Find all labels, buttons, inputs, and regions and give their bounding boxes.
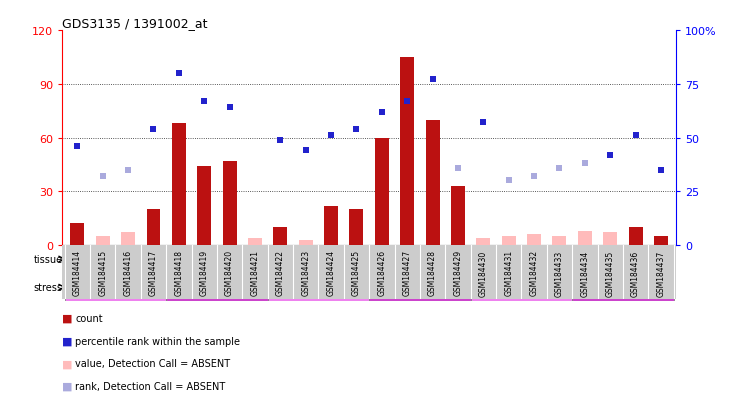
Text: GSM184433: GSM184433 [555, 249, 564, 296]
Bar [553, 236, 567, 245]
Text: white adipose tissue: white adipose tissue [316, 254, 423, 264]
Bar [70, 224, 84, 245]
Text: control: control [97, 282, 134, 292]
Text: tissue: tissue [34, 254, 63, 264]
Bar [273, 228, 287, 245]
Bar [172, 124, 186, 245]
Text: GSM184427: GSM184427 [403, 249, 412, 296]
Bar [572, 273, 674, 301]
Bar [527, 235, 541, 245]
Text: GDS3135 / 1391002_at: GDS3135 / 1391002_at [62, 17, 208, 30]
Text: stress: stress [34, 282, 63, 292]
Text: GSM184422: GSM184422 [276, 249, 285, 296]
Text: GSM184415: GSM184415 [98, 249, 107, 296]
Text: GSM184430: GSM184430 [479, 249, 488, 296]
Bar [471, 273, 572, 301]
Text: GSM184437: GSM184437 [656, 249, 665, 296]
Text: ■: ■ [62, 313, 72, 323]
Text: control: control [300, 282, 336, 292]
Bar [501, 236, 515, 245]
Text: GSM184421: GSM184421 [251, 249, 260, 296]
Text: rank, Detection Call = ABSENT: rank, Detection Call = ABSENT [75, 381, 226, 391]
Text: GSM184436: GSM184436 [631, 249, 640, 296]
Bar [629, 228, 643, 245]
Text: count: count [75, 313, 103, 323]
Text: GSM184428: GSM184428 [428, 249, 437, 296]
Text: GSM184429: GSM184429 [453, 249, 463, 296]
Text: liver: liver [561, 254, 583, 264]
Text: ■: ■ [62, 381, 72, 391]
Bar [146, 210, 161, 245]
Bar [299, 240, 313, 245]
Text: GSM184423: GSM184423 [301, 249, 310, 296]
Text: fasted: fasted [607, 282, 640, 292]
Text: GSM184417: GSM184417 [149, 249, 158, 296]
Bar [369, 273, 471, 301]
Text: GSM184431: GSM184431 [504, 249, 513, 296]
Text: GSM184435: GSM184435 [606, 249, 615, 296]
Bar [197, 167, 211, 245]
Bar [64, 273, 166, 301]
Text: GSM184420: GSM184420 [225, 249, 234, 296]
Text: GSM184424: GSM184424 [327, 249, 336, 296]
Bar [425, 120, 439, 245]
Text: value, Detection Call = ABSENT: value, Detection Call = ABSENT [75, 358, 230, 368]
Text: GSM184414: GSM184414 [73, 249, 82, 296]
Text: percentile rank within the sample: percentile rank within the sample [75, 336, 240, 346]
Bar [603, 233, 617, 245]
Bar [324, 206, 338, 245]
Bar [577, 231, 592, 245]
Text: GSM184419: GSM184419 [200, 249, 209, 296]
Text: GSM184434: GSM184434 [580, 249, 589, 296]
Bar [248, 238, 262, 245]
Bar [96, 236, 110, 245]
Bar [477, 238, 491, 245]
Bar [223, 161, 237, 245]
Text: brown adipose tissue: brown adipose tissue [111, 254, 221, 264]
Bar [121, 233, 135, 245]
Bar [375, 138, 389, 245]
Bar [654, 236, 668, 245]
Text: ■: ■ [62, 358, 72, 368]
Text: control: control [503, 282, 539, 292]
Text: GSM184418: GSM184418 [175, 249, 183, 296]
Bar [268, 245, 471, 273]
Text: fasted: fasted [200, 282, 233, 292]
Bar [64, 245, 268, 273]
Text: GSM184416: GSM184416 [124, 249, 132, 296]
Bar [401, 58, 414, 245]
Bar [268, 273, 369, 301]
Text: fasted: fasted [404, 282, 436, 292]
Text: GSM184432: GSM184432 [529, 249, 539, 296]
Bar [451, 186, 465, 245]
Bar [349, 210, 363, 245]
Bar [166, 273, 268, 301]
Text: ■: ■ [62, 336, 72, 346]
Bar [471, 245, 674, 273]
Text: GSM184426: GSM184426 [377, 249, 387, 296]
Text: GSM184425: GSM184425 [352, 249, 361, 296]
